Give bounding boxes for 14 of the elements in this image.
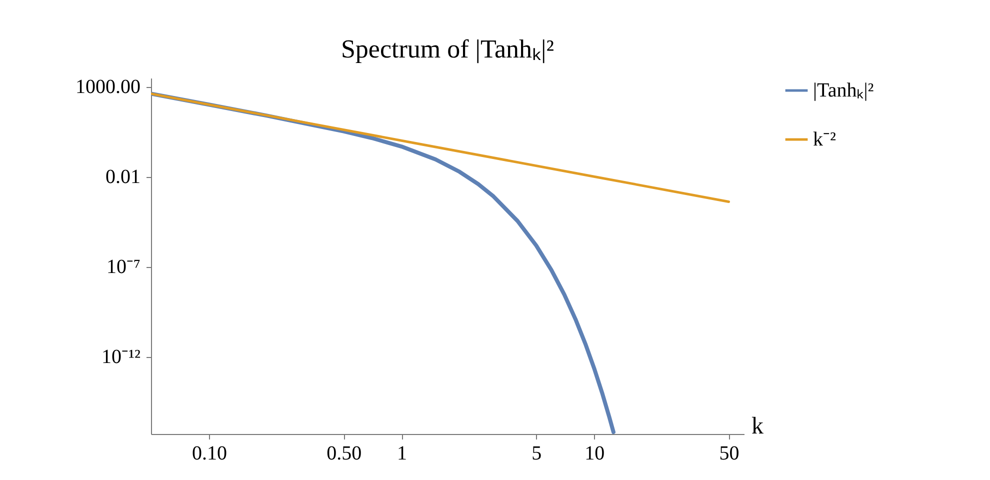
legend-label: k⁻² [813,128,836,150]
x-tick-label: 10 [584,442,605,464]
legend-label: |Tanhₖ|² [813,80,874,102]
x-tick-label: 5 [532,442,542,464]
x-tick-label: 0.10 [192,442,227,464]
y-tick-label: 10⁻¹² [102,346,140,368]
x-tick-label: 1 [397,442,408,464]
x-tick-label: 50 [719,442,740,464]
chart-title: Spectrum of |Tanhₖ|² [340,34,554,64]
x-tick-label: 0.50 [326,442,362,464]
y-tick-label: 0.01 [106,166,140,188]
y-tick-label: 1000.00 [76,76,140,98]
y-tick-label: 10⁻⁷ [106,256,141,278]
x-axis-title: k [752,414,764,440]
